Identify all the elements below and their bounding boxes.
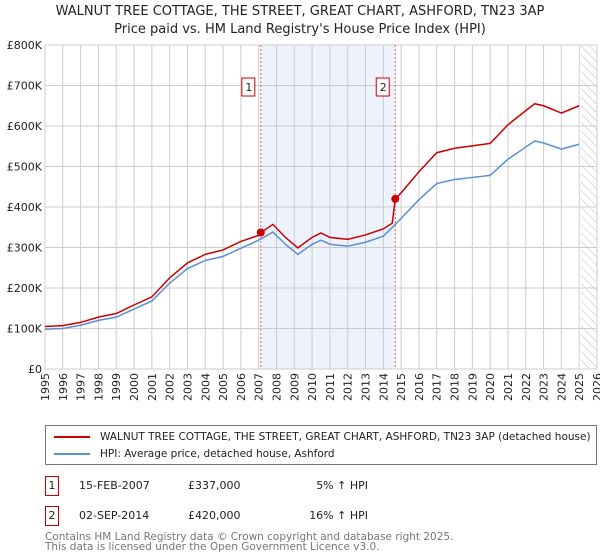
x-tick-label: 1997: [75, 373, 88, 401]
x-tick-label: 2026: [591, 373, 600, 401]
x-tick-label: 2007: [253, 373, 266, 401]
y-tick-label: £500K: [7, 161, 43, 174]
x-tick-label: 2010: [306, 373, 319, 401]
x-tick-label: 1995: [39, 373, 52, 401]
x-tick-label: 1996: [57, 373, 70, 401]
footer-copyright: Contains HM Land Registry data © Crown c…: [45, 531, 454, 543]
x-tick-label: 2024: [555, 373, 568, 401]
x-tick-label: 2004: [199, 373, 212, 401]
x-tick-label: 2002: [164, 373, 177, 401]
legend-label-hpi: HPI: Average price, detached house, Ashf…: [100, 448, 335, 460]
x-tick-label: 2012: [342, 373, 355, 401]
x-tick-label: 2018: [449, 373, 462, 401]
x-tick-label: 2011: [324, 373, 337, 401]
sale-row: 2 02-SEP-2014 £420,000 16% ↑ HPI: [45, 506, 545, 526]
x-tick-label: 2016: [413, 373, 426, 401]
x-tick-label: 2001: [146, 373, 159, 401]
x-tick-label: 2017: [431, 373, 444, 401]
x-tick-label: 2021: [502, 373, 515, 401]
chart-title: WALNUT TREE COTTAGE, THE STREET, GREAT C…: [55, 4, 545, 19]
property-line: [44, 102, 580, 328]
x-tick-label: 2023: [538, 373, 551, 401]
y-tick-label: £0: [28, 363, 42, 376]
chart-subtitle: Price paid vs. HM Land Registry's House …: [114, 22, 486, 37]
x-tick-label: 2006: [235, 373, 248, 401]
x-tick-label: 2014: [377, 373, 390, 401]
sale-label-box: [375, 77, 390, 97]
y-tick-label: £100K: [7, 323, 43, 336]
sale-price: £420,000: [188, 509, 241, 522]
x-tick-label: 2020: [484, 373, 497, 401]
y-tick-label: £800K: [7, 39, 43, 52]
y-tick-label: £700K: [7, 80, 43, 93]
sale-marker-badge: 1: [45, 476, 59, 496]
x-tick-label: 2005: [217, 373, 230, 401]
x-tick-label: 2019: [466, 373, 479, 401]
legend-label-property: WALNUT TREE COTTAGE, THE STREET, GREAT C…: [100, 431, 591, 443]
x-tick-label: 2009: [288, 373, 301, 401]
sale-hpi-diff: 5% ↑ HPI: [316, 479, 368, 492]
x-tick-label: 2022: [520, 373, 533, 401]
sale-row: 1 15-FEB-2007 £337,000 5% ↑ HPI: [45, 476, 545, 496]
x-tick-label: 2013: [360, 373, 373, 401]
y-tick-label: £200K: [7, 282, 43, 295]
sale-marker-badge: 2: [45, 506, 59, 526]
footer: Contains HM Land Registry data © Crown c…: [45, 531, 454, 553]
sale-date: 02-SEP-2014: [79, 509, 150, 522]
y-tick-label: £600K: [7, 120, 43, 133]
hpi-line: [44, 140, 580, 331]
sale-label: 2: [380, 81, 387, 94]
sale-price: £337,000: [188, 479, 241, 492]
x-tick-label: 1999: [110, 373, 123, 401]
sale-label-box: [241, 77, 256, 97]
sale-hpi-diff: 16% ↑ HPI: [309, 509, 368, 522]
y-tick-label: £300K: [7, 242, 43, 255]
sale-date: 15-FEB-2007: [79, 479, 150, 492]
footer-licence: This data is licensed under the Open Gov…: [45, 541, 380, 553]
x-tick-label: 1998: [92, 373, 105, 401]
legend-swatch-hpi: [54, 453, 90, 455]
sale-label: 1: [245, 81, 252, 94]
legend-swatch-property: [54, 436, 90, 438]
x-tick-label: 2003: [181, 373, 194, 401]
x-tick-label: 2025: [573, 373, 586, 401]
price-chart: 1995 1996 1997 1998 1999 2000 2001 2002 2003 2004…: [7, 39, 600, 401]
sale-point: [256, 228, 265, 237]
x-tick-label: 2000: [128, 373, 141, 401]
sale-point: [391, 194, 400, 203]
x-tick-label: 2015: [395, 373, 408, 401]
x-tick-label: 2008: [270, 373, 283, 401]
y-tick-label: £400K: [7, 201, 43, 214]
legend: WALNUT TREE COTTAGE, THE STREET, GREAT C…: [45, 425, 597, 465]
